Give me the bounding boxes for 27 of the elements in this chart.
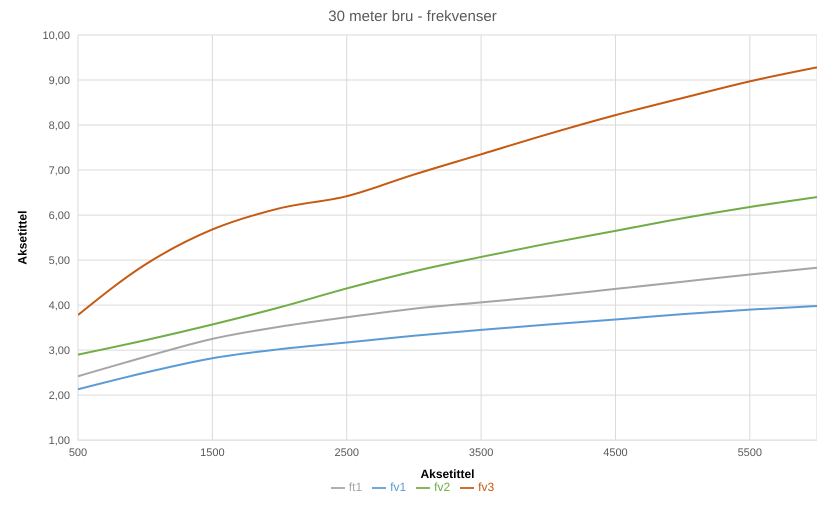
y-tick-label: 10,00 — [42, 30, 70, 42]
line-series — [78, 266, 817, 378]
y-tick-label: 2,00 — [48, 390, 70, 402]
line-series — [78, 305, 817, 390]
x-tick-label: 3500 — [468, 446, 494, 459]
x-tick-label: 5500 — [738, 446, 762, 459]
line-series — [78, 66, 817, 316]
y-tick-label: 8,00 — [48, 120, 70, 132]
y-tick-label: 3,00 — [48, 345, 70, 358]
x-tick-label: 4500 — [603, 446, 628, 459]
legend-label: ft1 — [348, 480, 362, 494]
x-tick-label: 1500 — [200, 446, 225, 459]
y-tick-label: 4,00 — [48, 300, 70, 312]
y-tick-label: 5,00 — [48, 255, 70, 267]
chart-title: 30 meter bru - frekvenser — [327, 8, 498, 25]
y-tick-label: 9,00 — [48, 74, 70, 87]
x-tick-label: 2500 — [334, 446, 359, 459]
y-tick-label: 7,00 — [48, 164, 70, 177]
legend-label: fv2 — [434, 480, 450, 494]
legend-label: fv3 — [478, 480, 494, 494]
y-axis-title: Aksetittel — [15, 210, 30, 265]
x-axis-title: Aksetittel — [420, 467, 475, 482]
legend-label: fv1 — [390, 480, 406, 494]
y-tick-label: 1,00 — [48, 435, 70, 448]
x-tick-label: 500 — [68, 446, 88, 459]
y-tick-label: 6,00 — [48, 210, 70, 222]
line-series — [78, 196, 817, 356]
